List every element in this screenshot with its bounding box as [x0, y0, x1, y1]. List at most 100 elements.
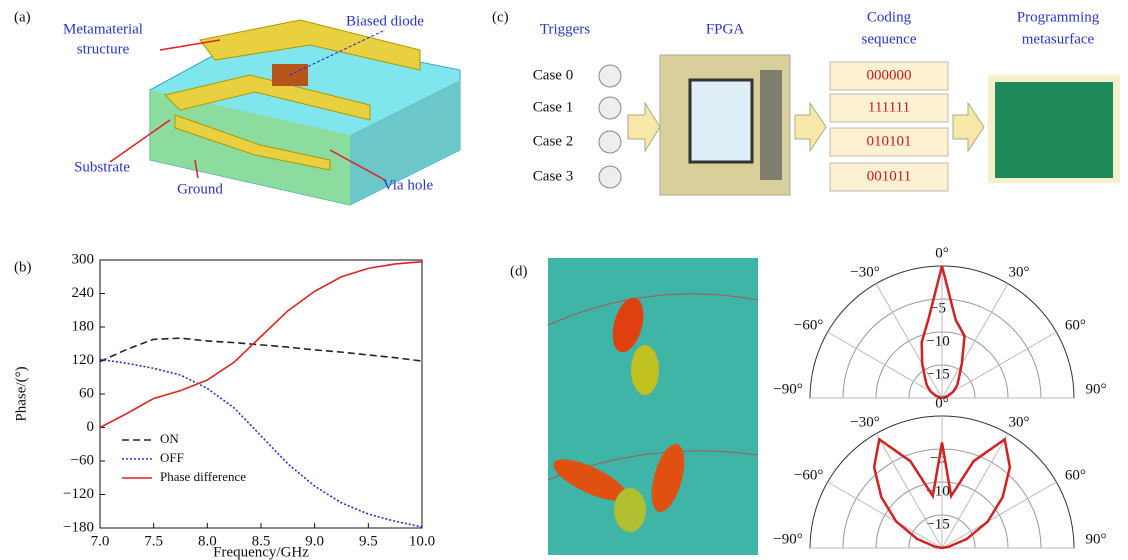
pattern-line — [872, 437, 1012, 550]
theta-tick-label: 60° — [1065, 467, 1086, 483]
x-tick-label: 9.5 — [359, 533, 378, 549]
legend-label: Phase difference — [160, 469, 246, 484]
simulation-image — [547, 258, 759, 555]
annotation: Via hole — [383, 177, 434, 193]
theta-tick-label: 0° — [935, 395, 949, 411]
x-tick-label: 8.0 — [198, 533, 217, 549]
arrow — [952, 101, 985, 153]
grid-spoke — [827, 331, 943, 399]
theta-tick-label: −30° — [850, 265, 879, 281]
y-tick-label: 180 — [72, 318, 95, 334]
theta-tick-label: −90° — [773, 531, 802, 547]
case-label: Case 1 — [533, 99, 573, 115]
column-header: metasurface — [1022, 31, 1095, 47]
arrow — [109, 119, 171, 163]
theta-tick-label: 90° — [1086, 381, 1107, 397]
y-tick-label: −120 — [63, 486, 94, 502]
x-tick-label: 8.5 — [252, 533, 271, 549]
theta-tick-label: 30° — [1009, 265, 1030, 281]
arrow — [329, 149, 386, 181]
column-header: Coding — [867, 9, 912, 25]
grid-spoke — [875, 433, 943, 549]
column-header: Triggers — [540, 21, 590, 37]
theta-tick-label: 90° — [1086, 531, 1107, 547]
column-header: sequence — [862, 31, 917, 47]
theta-tick-label: 0° — [935, 245, 949, 261]
code: 111111 — [868, 99, 910, 115]
arrow — [159, 39, 221, 51]
code-box — [829, 127, 949, 157]
series-line — [99, 260, 423, 429]
arrow — [194, 159, 199, 179]
grid-spoke — [941, 331, 1057, 399]
panel-label: (a) — [14, 9, 31, 25]
x-tick-label: 7.0 — [91, 533, 110, 549]
annotation: Substrate — [74, 159, 130, 175]
strip-low — [174, 114, 331, 171]
annotation: Metamaterial — [63, 21, 143, 37]
sim-lobe — [651, 443, 685, 513]
strip-mid — [164, 74, 371, 121]
grid-spoke — [941, 433, 1009, 549]
sim-lobe — [553, 459, 627, 501]
fpga-chips — [760, 70, 782, 180]
theta-tick-label: −60° — [794, 317, 823, 333]
y-tick-label: −180 — [63, 519, 94, 535]
r-tick-label: −15 — [926, 366, 949, 382]
x-axis-label: Frequency/GHz — [213, 544, 309, 560]
legend-label: OFF — [160, 450, 184, 465]
series-line — [99, 337, 423, 363]
code-box — [829, 61, 949, 91]
arrow — [627, 101, 661, 153]
annotation: Biased diode — [346, 13, 424, 29]
y-axis-label: Phase/(°) — [13, 366, 29, 421]
pattern-line — [920, 265, 966, 400]
legend-label: ON — [160, 431, 179, 446]
plot-frame — [99, 259, 423, 529]
annotation: structure — [77, 41, 130, 57]
theta-tick-label: −60° — [794, 467, 823, 483]
case-label: Case 3 — [533, 168, 573, 184]
y-tick-label: −60 — [71, 452, 94, 468]
fpga-screen — [688, 78, 754, 164]
side-face — [350, 80, 460, 205]
trigger-button — [598, 165, 622, 189]
arrow — [794, 101, 827, 153]
panel-label: (b) — [14, 259, 32, 275]
case-label: Case 0 — [533, 67, 573, 83]
code: 010101 — [867, 133, 912, 149]
grid-spoke — [941, 283, 1009, 399]
panel-label: (c) — [492, 9, 509, 25]
code-box — [829, 162, 949, 192]
sim-lobe — [612, 297, 644, 353]
theta-tick-label: 60° — [1065, 317, 1086, 333]
code: 000000 — [867, 67, 912, 83]
r-tick-label: −15 — [926, 516, 949, 532]
trigger-button — [598, 64, 622, 88]
sim-arc — [547, 293, 759, 326]
y-tick-label: 240 — [72, 285, 95, 301]
grid-spoke — [827, 481, 943, 549]
y-tick-label: 0 — [87, 419, 95, 435]
y-tick-label: 120 — [72, 352, 95, 368]
theta-tick-label: −90° — [773, 381, 802, 397]
case-label: Case 2 — [533, 133, 573, 149]
theta-tick-label: 30° — [1009, 415, 1030, 431]
grid-spoke — [941, 481, 1057, 549]
sim-background — [548, 258, 758, 555]
polar-frame — [809, 265, 1075, 399]
sim-lobe — [631, 345, 659, 395]
x-tick-label: 10.0 — [409, 533, 435, 549]
metasurface — [995, 82, 1113, 178]
y-tick-label: 60 — [79, 385, 94, 401]
trigger-button — [598, 130, 622, 154]
r-tick-label: −10 — [926, 333, 949, 349]
strip-top — [199, 19, 421, 71]
code-box — [829, 93, 949, 123]
trigger-button — [598, 96, 622, 120]
code: 001011 — [867, 168, 911, 184]
panel-label: (d) — [510, 263, 528, 279]
x-tick-label: 7.5 — [144, 533, 163, 549]
